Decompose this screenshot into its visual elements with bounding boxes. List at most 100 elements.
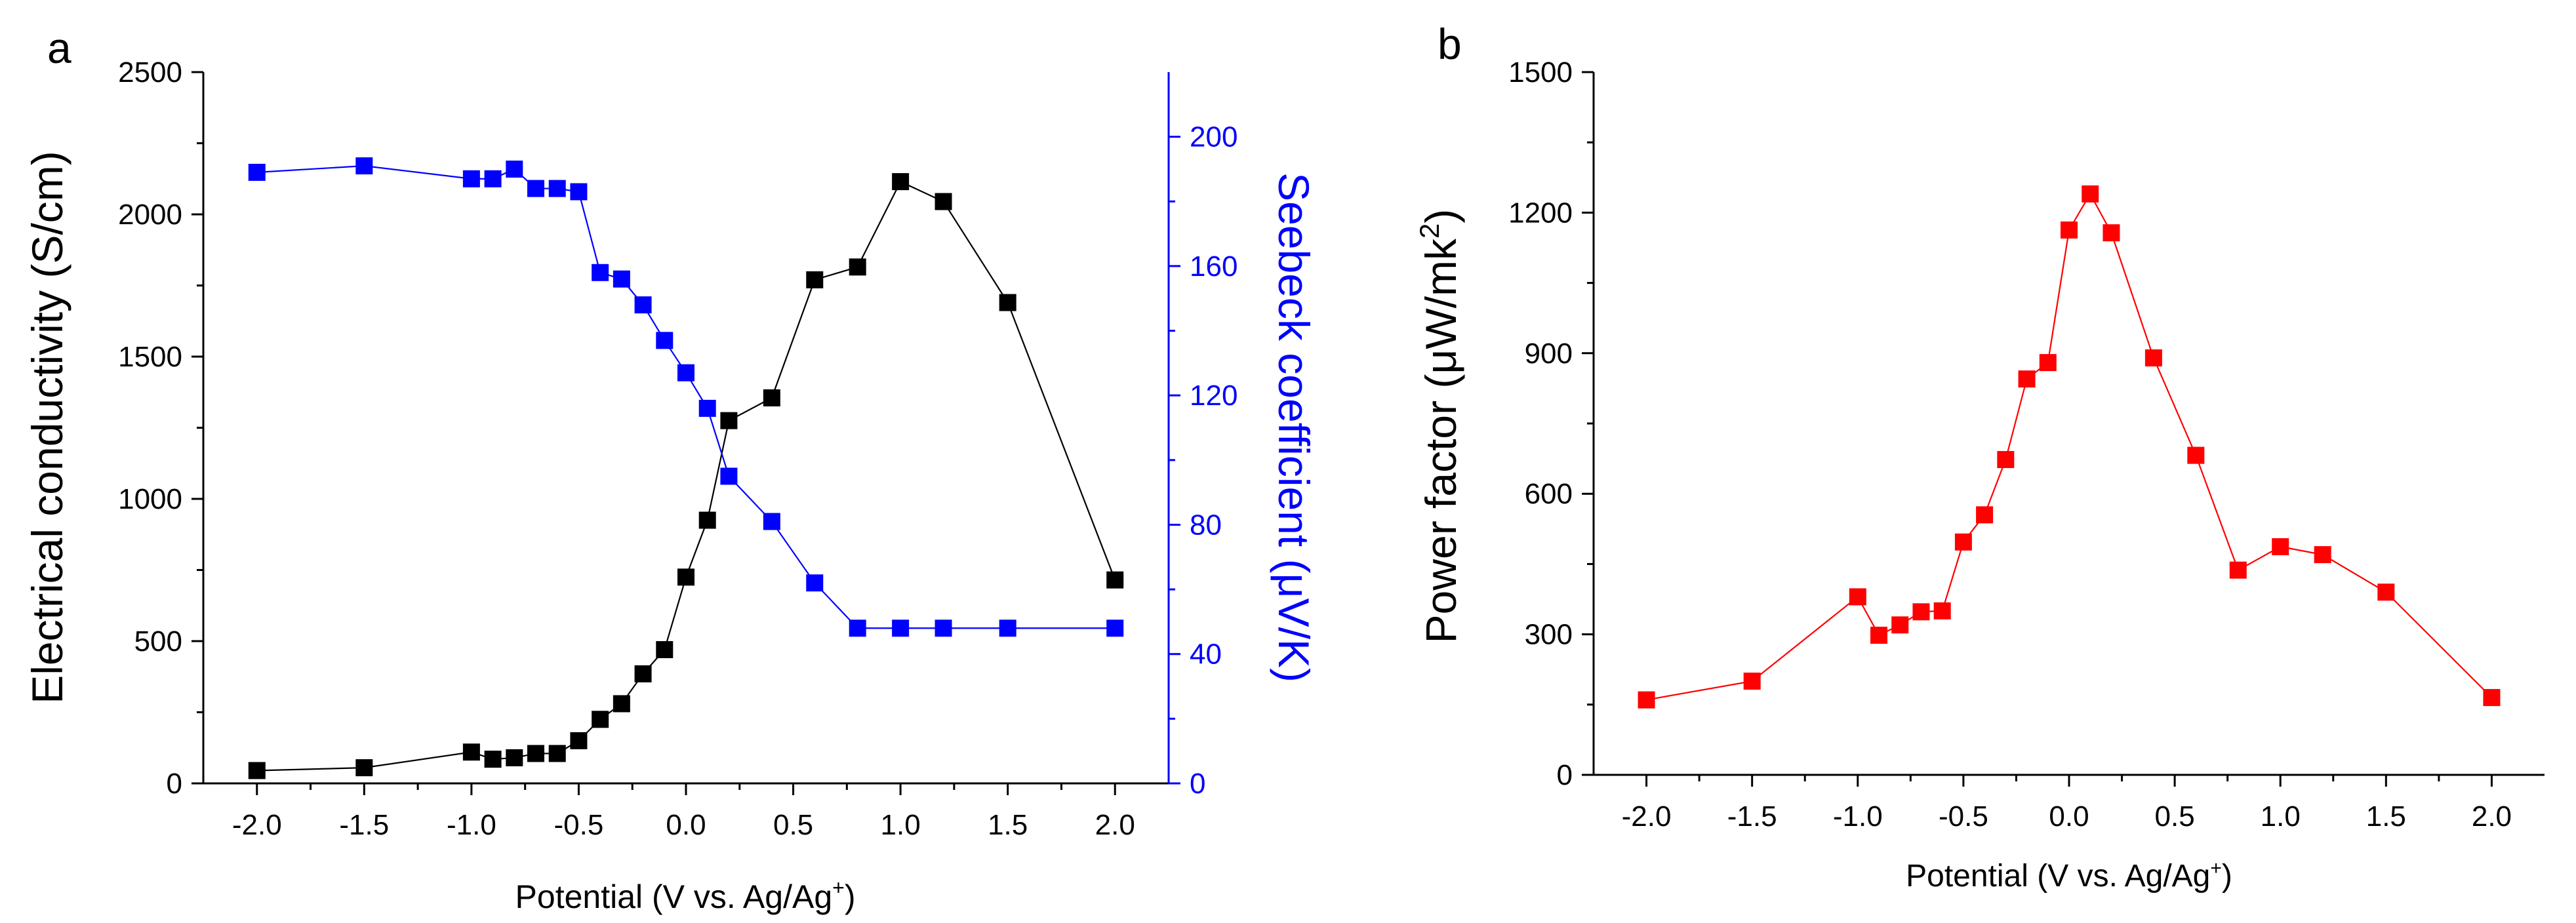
conductivity-data-point xyxy=(462,743,480,761)
seebeck-data-point xyxy=(462,170,480,187)
conductivity-data-point xyxy=(592,711,609,728)
seebeck-data-point xyxy=(527,180,545,197)
seebeck-data-point xyxy=(248,163,266,181)
panel-b-y-tick-label: 900 xyxy=(1525,338,1573,370)
panel-a-right-y-tick-label: 160 xyxy=(1190,250,1238,283)
power-factor-data-point xyxy=(2187,446,2205,464)
panel-a-right-y-tick-label: 200 xyxy=(1190,121,1238,153)
conductivity-data-point xyxy=(892,173,910,191)
panel-b-y-title-end: ) xyxy=(1417,209,1465,224)
panel-a-x-title-end: ) xyxy=(845,878,856,915)
panel-b-label: b xyxy=(1438,20,1462,68)
panel-a-x-tick-label: -1.5 xyxy=(339,809,389,841)
seebeck-data-point xyxy=(570,183,588,201)
panel-b-y-title-sup: 2 xyxy=(1414,224,1445,239)
conductivity-data-point xyxy=(484,751,502,768)
seebeck-data-point xyxy=(592,264,609,281)
power-factor-data-point xyxy=(2377,583,2395,601)
power-factor-data-point xyxy=(1891,616,1909,634)
panel-b-y-tick-label: 300 xyxy=(1525,619,1573,651)
seebeck-data-point xyxy=(506,160,523,178)
power-factor-data-point xyxy=(2103,224,2120,242)
conductivity-data-point xyxy=(527,745,545,762)
seebeck-data-point xyxy=(935,619,952,637)
panel-b-y-tick-label: 1500 xyxy=(1508,56,1573,88)
panel-b-y-title: Power factor (μW/mk2) xyxy=(1414,209,1465,644)
power-factor-data-point xyxy=(2039,354,2057,372)
panel-a-y-left-title: Electrical conductivity (S/cm) xyxy=(23,151,71,704)
panel-a-right-y-tick-label: 120 xyxy=(1190,380,1238,412)
panel-a-left-y-tick-label: 1000 xyxy=(118,483,182,515)
panel-a-x-tick-label: 2.0 xyxy=(1095,809,1135,841)
panel-b-y-title-main: Power factor (μW/mk xyxy=(1417,238,1465,643)
power-factor-data-point xyxy=(2314,546,2331,564)
power-factor-data-point xyxy=(2018,370,2036,388)
seebeck-series-line xyxy=(256,165,1116,629)
conductivity-data-point xyxy=(720,412,738,429)
panel-a-left-y-tick-label: 500 xyxy=(134,625,182,658)
conductivity-series-line xyxy=(256,180,1116,772)
panel-a-x-title: Potential (V vs. Ag/Ag+) xyxy=(515,876,856,915)
power-factor-data-point xyxy=(1870,627,1887,644)
panel-a-x-tick-label: 0.5 xyxy=(773,809,813,841)
seebeck-data-point xyxy=(634,296,652,314)
power-factor-data-point xyxy=(1849,588,1866,606)
power-factor-data-point xyxy=(1997,451,2015,469)
seebeck-data-point xyxy=(656,332,674,349)
power-factor-data-point xyxy=(1638,691,1655,709)
panel-a-x-tick-label: 0.0 xyxy=(666,809,706,841)
panel-a-y-right-title: Seebeck coefficient (μV/K) xyxy=(1270,172,1318,682)
conductivity-data-point xyxy=(570,732,588,749)
panel-a-right-y-tick-label: 80 xyxy=(1190,509,1222,541)
seebeck-data-point xyxy=(484,170,502,187)
power-factor-data-point xyxy=(2082,185,2099,203)
panel-a-left-y-tick-label: 1500 xyxy=(118,341,182,373)
panel-b-x-tick-label: 0.0 xyxy=(2049,800,2089,833)
conductivity-data-point xyxy=(656,641,674,659)
conductivity-data-point xyxy=(355,759,373,777)
power-factor-data-point xyxy=(2272,538,2289,555)
panel-a-chart: a -2.0 -1.5 -1.0 -0.5 0.0 0.5 1.0 1.5 2.0 0 500 10… xyxy=(23,24,1318,915)
panel-b-y-tick-label: 1200 xyxy=(1508,197,1573,229)
panel-b-x-tick-label: -1.5 xyxy=(1727,800,1777,833)
conductivity-data-point xyxy=(548,745,566,762)
power-factor-data-point xyxy=(2483,689,2501,707)
panel-a-left-y-tick-label: 0 xyxy=(167,768,182,800)
panel-a-x-tick-label: 1.5 xyxy=(988,809,1028,841)
conductivity-data-point xyxy=(935,193,952,210)
seebeck-data-point xyxy=(613,270,630,288)
panel-b-x-tick-label: 1.0 xyxy=(2261,800,2301,833)
conductivity-data-point xyxy=(763,389,780,406)
power-factor-data-point xyxy=(1743,673,1761,690)
panel-b-x-tick-label: 0.5 xyxy=(2155,800,2195,833)
power-factor-data-point xyxy=(1933,602,1951,619)
panel-b-x-tick-label: -0.5 xyxy=(1939,800,1988,833)
seebeck-data-point xyxy=(999,619,1016,637)
panel-b-x-tick-label: 1.5 xyxy=(2366,800,2406,833)
panel-a-right-y-tick-label: 40 xyxy=(1190,638,1222,671)
panel-b-y-tick-label: 0 xyxy=(1557,759,1573,791)
panel-b-chart: b -2.0 -1.5 -1.0 -0.5 0.0 0.5 1.0 1.5 2.0 0 300 60… xyxy=(1414,20,2545,894)
power-factor-data-point xyxy=(2144,349,2162,366)
seebeck-data-point xyxy=(763,513,780,530)
conductivity-data-point xyxy=(613,695,630,713)
panel-a-x-tick-label: -2.0 xyxy=(232,809,282,841)
seebeck-data-point xyxy=(720,467,738,485)
panel-b-x-title: Potential (V vs. Ag/Ag+) xyxy=(1906,857,2232,894)
conductivity-data-point xyxy=(1106,571,1124,589)
power-factor-series-line xyxy=(1646,192,2493,701)
seebeck-data-point xyxy=(892,619,910,637)
panel-b-x-title-end: ) xyxy=(2222,859,2232,894)
panel-b-x-tick-label: 2.0 xyxy=(2472,800,2512,833)
conductivity-data-point xyxy=(677,568,694,586)
conductivity-data-point xyxy=(248,762,266,779)
seebeck-data-point xyxy=(849,619,866,637)
panel-a-x-tick-label: 1.0 xyxy=(881,809,921,841)
seebeck-data-point xyxy=(1106,619,1124,637)
seebeck-data-point xyxy=(698,399,716,417)
panel-b-y-tick-label: 600 xyxy=(1525,478,1573,510)
seebeck-data-point xyxy=(548,180,566,197)
seebeck-data-point xyxy=(355,157,373,175)
panel-b-x-title-main: Potential (V vs. Ag/Ag xyxy=(1906,859,2210,894)
